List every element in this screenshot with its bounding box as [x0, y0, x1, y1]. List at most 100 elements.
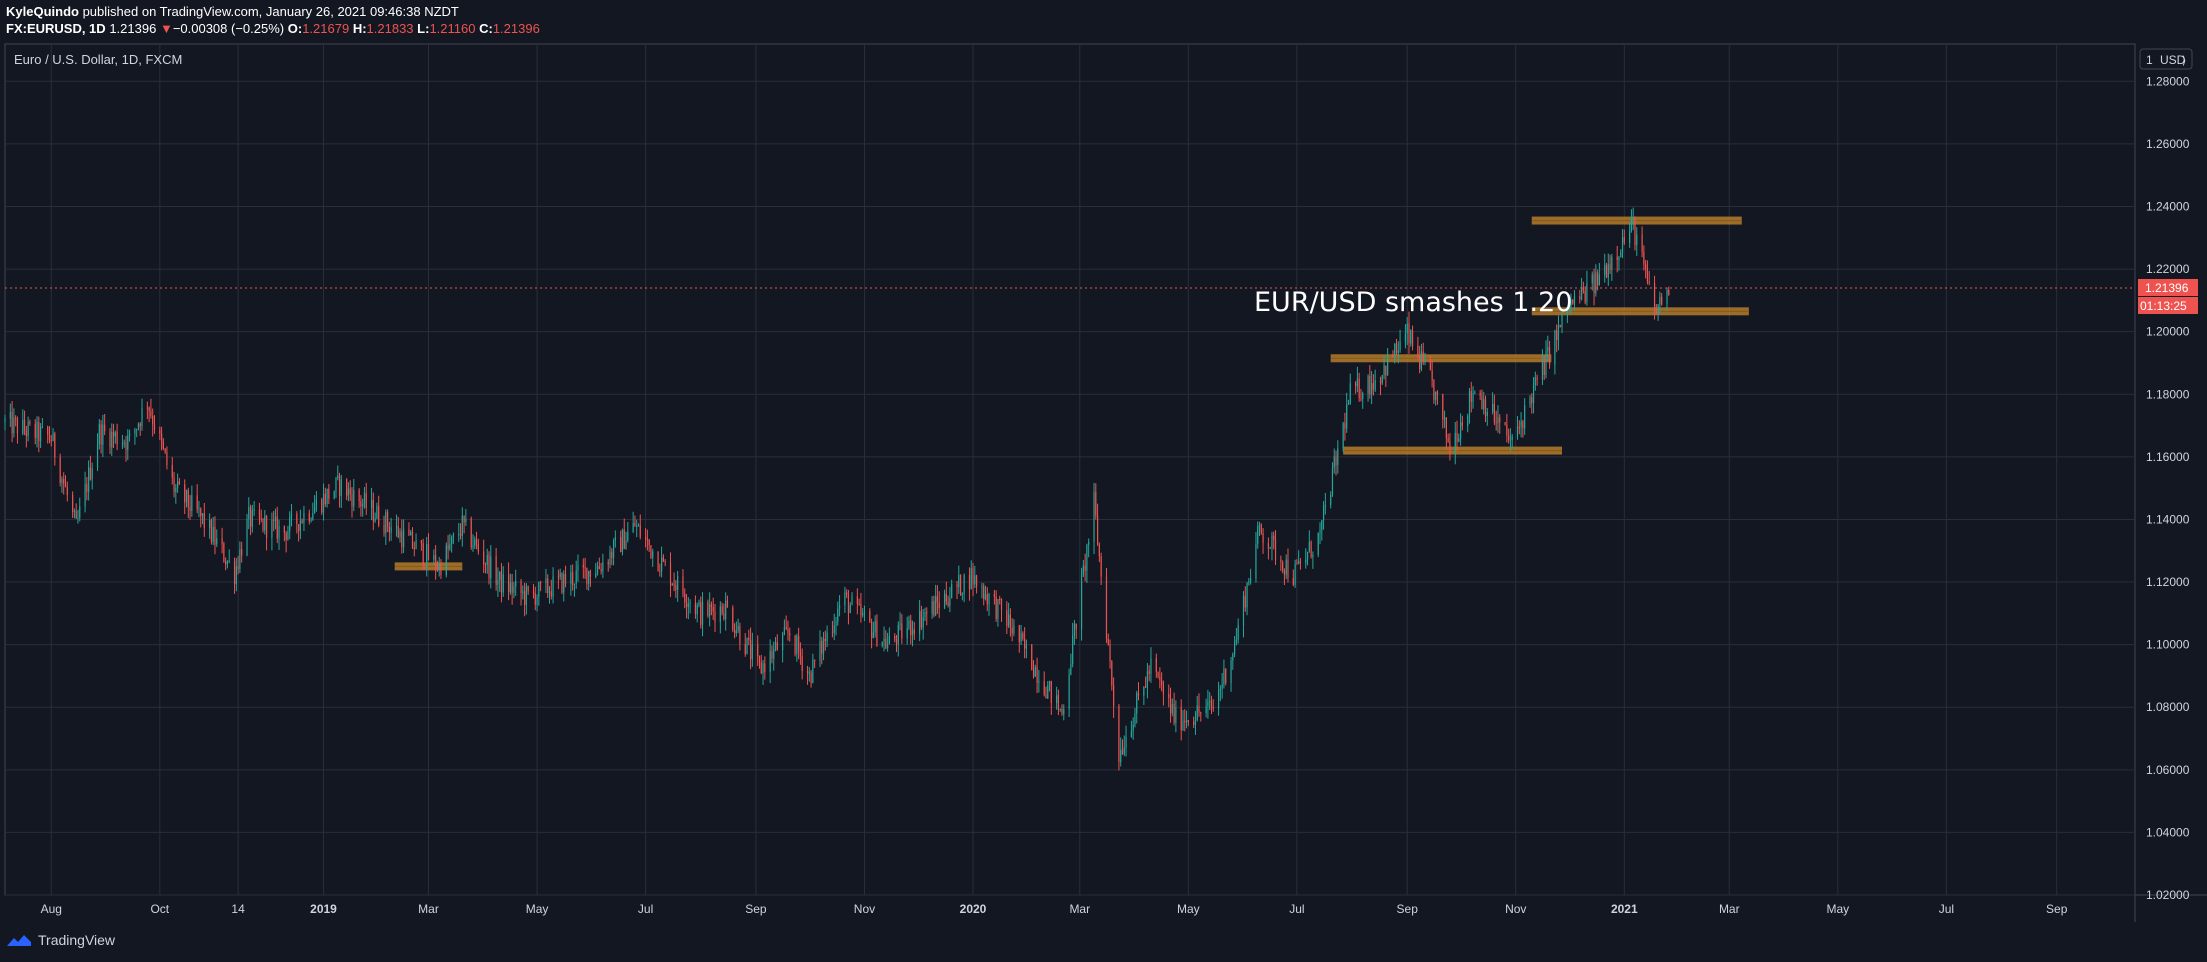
currency-label: USD — [2160, 53, 2186, 67]
candle-body — [177, 481, 179, 488]
candle-body — [1324, 504, 1326, 507]
candle-body — [1431, 370, 1433, 381]
candle-body — [1331, 467, 1334, 495]
candle-body — [1155, 658, 1157, 672]
symbol-label[interactable]: FX:EURUSD, 1D — [6, 21, 106, 36]
scale-mode-label: 1 — [2146, 53, 2153, 67]
candle-body — [233, 560, 236, 585]
time-tick-label: May — [1177, 902, 1200, 916]
candle-body — [1481, 395, 1483, 410]
candle-body — [1056, 695, 1058, 704]
currency-box[interactable]: 1 USD ⟩ — [2139, 48, 2193, 70]
candle-body — [837, 608, 839, 622]
candle-body — [63, 479, 65, 484]
tradingview-branding[interactable]: TradingView — [6, 932, 115, 948]
candle-body — [1185, 720, 1188, 723]
candle-body — [1050, 681, 1052, 704]
price-axis[interactable]: 1.28000 1.26000 1.24000 1.22000 1.20000 1.180… — [2146, 74, 2190, 902]
candle-body — [721, 606, 723, 614]
candle-body — [648, 539, 650, 546]
candle-body — [347, 488, 350, 496]
candle-body — [401, 531, 403, 548]
candle-body — [1371, 383, 1373, 395]
candle-body — [1080, 574, 1083, 630]
candle-body — [1306, 551, 1309, 560]
tradingview-logo-icon — [7, 935, 31, 946]
candle-body — [264, 516, 266, 531]
candle-body — [1411, 330, 1414, 346]
candle-body — [951, 584, 953, 599]
candle-body — [500, 571, 503, 593]
candle-body — [959, 574, 962, 596]
candle-body — [353, 489, 355, 507]
candle-body — [1274, 539, 1277, 560]
candle-body — [1068, 674, 1070, 710]
candle-body — [527, 586, 529, 592]
candle-body — [1395, 343, 1398, 353]
candle-body — [913, 629, 915, 635]
candle-body — [675, 585, 677, 590]
candle-body — [1449, 441, 1451, 454]
author-name[interactable]: KyleQuindo — [6, 4, 79, 19]
candle-body — [612, 540, 615, 558]
candle-body — [1486, 411, 1488, 417]
candle-body — [856, 596, 858, 605]
candle-body — [440, 563, 442, 576]
candle-body — [757, 644, 759, 657]
candle-body — [260, 518, 262, 520]
candle-body — [413, 547, 415, 550]
candle-body — [390, 527, 392, 533]
candle-body — [548, 591, 551, 594]
candle-body — [1394, 343, 1396, 358]
candle-body — [1287, 559, 1289, 578]
candle-body — [265, 516, 268, 539]
candle-body — [1132, 724, 1134, 732]
candle-body — [29, 421, 31, 424]
candle-body — [1383, 365, 1385, 376]
candle-body — [1034, 666, 1036, 677]
candle-body — [420, 540, 422, 544]
candle-body — [262, 518, 264, 531]
plot-frame — [4, 43, 2136, 896]
candle-series[interactable] — [4, 207, 1670, 771]
candle-body — [346, 479, 348, 496]
candle-body — [810, 672, 812, 683]
candle-body — [178, 481, 180, 485]
price-tick-label: 1.24000 — [2146, 199, 2190, 213]
candle-body — [225, 561, 227, 565]
candle-body — [378, 506, 380, 526]
candle-body — [411, 531, 414, 548]
candle-body — [1255, 543, 1257, 579]
candle-body — [538, 582, 540, 597]
candle-body — [36, 422, 38, 438]
candle-body — [246, 519, 248, 556]
candle-body — [1061, 708, 1063, 715]
time-axis[interactable]: Aug Oct 14 2019 Mar May Jul Sep Nov 2020 Mar May Jul… — [41, 902, 2068, 916]
candle-body — [410, 531, 412, 536]
candle-body — [86, 484, 88, 492]
low-label: L: — [417, 21, 430, 36]
candle-body — [689, 602, 691, 605]
candle-body — [249, 507, 252, 527]
candle-body — [134, 429, 136, 434]
candle-body — [1509, 439, 1512, 441]
candle-body — [1422, 351, 1424, 362]
candle-body — [520, 580, 522, 594]
sr-zones[interactable] — [394, 216, 1749, 571]
price-tick-label: 1.12000 — [2146, 575, 2190, 589]
candle-body — [1508, 435, 1510, 441]
time-tick-label: Jul — [1289, 902, 1304, 916]
candle-body — [1086, 544, 1088, 571]
candle-body — [1492, 404, 1494, 412]
candle-body — [109, 431, 111, 448]
candle-body — [586, 567, 588, 584]
candle-body — [1568, 309, 1570, 311]
close-label: C: — [479, 21, 493, 36]
candle-body — [9, 412, 11, 419]
annotation-text[interactable]: EUR/USD smashes 1.20 — [1254, 287, 1572, 318]
candle-body — [1541, 359, 1544, 380]
candle-body — [228, 560, 230, 562]
candle-body — [370, 499, 373, 508]
candle-body — [1168, 694, 1170, 698]
